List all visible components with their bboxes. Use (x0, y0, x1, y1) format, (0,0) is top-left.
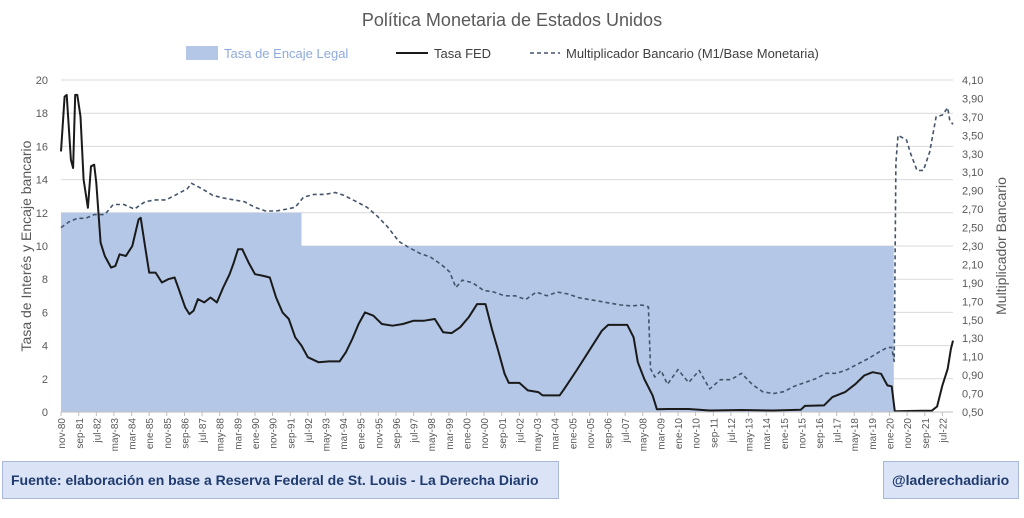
x-tick-label: jul-12 (727, 418, 738, 444)
y-right-tick-label: 2,30 (962, 241, 983, 253)
y-right-tick-label: 2,70 (962, 204, 983, 216)
y-right-tick-label: 1,50 (962, 315, 983, 327)
x-tick-label: jul-02 (515, 418, 526, 444)
x-tick-label: mar-04 (551, 418, 562, 450)
handle-text: @laderechadiario (892, 472, 1010, 488)
x-tick-label: nov-85 (163, 418, 174, 449)
x-tick-label: mar-84 (128, 418, 139, 450)
x-tick-label: may-13 (744, 418, 755, 452)
x-tick-label: jul-92 (304, 418, 315, 444)
y-left-tick-label: 8 (42, 274, 48, 286)
x-tick-label: sep-01 (498, 418, 509, 449)
x-tick-label: mar-99 (445, 418, 456, 450)
x-tick-label: ene-00 (462, 418, 473, 450)
x-tick-label: nov-80 (57, 418, 68, 449)
x-tick-label: nov-15 (797, 418, 808, 449)
y-right-tick-label: 4,10 (962, 75, 983, 87)
x-tick-label: jul-87 (198, 418, 209, 444)
x-tick-label: may-83 (110, 418, 121, 452)
x-tick-label: sep-86 (181, 418, 192, 449)
x-tick-label: mar-94 (339, 418, 350, 450)
y-right-tick-label: 3,90 (962, 93, 983, 105)
y-left-tick-label: 4 (42, 341, 48, 353)
x-tick-label: ene-20 (886, 418, 897, 450)
y-right-tick-label: 2,90 (962, 186, 983, 198)
x-tick-label: mar-19 (868, 418, 879, 450)
y-right-tick-label: 1,10 (962, 352, 983, 364)
y-left-tick-label: 10 (36, 241, 48, 253)
x-tick-label: nov-90 (269, 418, 280, 449)
y-left-tick-label: 0 (42, 407, 48, 419)
handle-note: @laderechadiario (883, 461, 1019, 499)
x-tick-label: jul-17 (833, 418, 844, 444)
x-tick-label: jul-97 (410, 418, 421, 444)
x-tick-label: sep-91 (286, 418, 297, 449)
x-tick-label: sep-16 (815, 418, 826, 449)
y-left-tick-label: 2 (42, 374, 48, 386)
y-right-tick-label: 2,50 (962, 223, 983, 235)
y-right-tick-label: 0,50 (962, 407, 983, 419)
y-right-tick-label: 0,70 (962, 389, 983, 401)
legend-label-fed: Tasa FED (434, 46, 491, 61)
x-tick-label: nov-00 (480, 418, 491, 449)
x-tick-label: nov-95 (374, 418, 385, 449)
x-tick-label: ene-90 (251, 418, 262, 450)
series-line-fed (60, 93, 954, 413)
y-right-tick-label: 2,10 (962, 259, 983, 271)
y-right-tick-label: 3,70 (962, 112, 983, 124)
y-left-axis-title: Tasa de Interés y Encaje bancario (18, 140, 34, 351)
y-right-tick-label: 0,90 (962, 370, 983, 382)
y-right-tick-label: 3,10 (962, 167, 983, 179)
y-left-tick-label: 16 (36, 141, 48, 153)
chart-title: Política Monetaria de Estados Unidos (362, 10, 662, 30)
x-tick-label: ene-05 (568, 418, 579, 450)
y-left-tick-label: 14 (36, 175, 48, 187)
y-left-tick-label: 20 (36, 75, 48, 87)
y-right-tick-label: 3,50 (962, 130, 983, 142)
x-tick-label: mar-09 (656, 418, 667, 450)
x-tick-label: jul-22 (938, 418, 949, 444)
series-area-encaje (61, 212, 953, 412)
x-tick-label: may-93 (321, 418, 332, 452)
x-tick-label: may-98 (427, 418, 438, 452)
x-tick-label: may-88 (216, 418, 227, 452)
legend-label-multiplicador: Multiplicador Bancario (M1/Base Monetari… (566, 46, 819, 61)
y-right-tick-label: 3,30 (962, 149, 983, 161)
source-note: Fuente: elaboración en base a Reserva Fe… (2, 461, 559, 499)
x-tick-label: mar-14 (762, 418, 773, 450)
legend-label-encaje: Tasa de Encaje Legal (224, 46, 348, 61)
x-tick-label: mar-89 (233, 418, 244, 450)
y-right-tick-label: 1,70 (962, 296, 983, 308)
y-left-tick-label: 18 (36, 108, 48, 120)
x-tick-label: sep-81 (75, 418, 86, 449)
source-text: Fuente: elaboración en base a Reserva Fe… (11, 472, 539, 488)
x-tick-label: may-18 (850, 418, 861, 452)
legend-swatch-encaje (186, 46, 218, 60)
x-tick-label: sep-96 (392, 418, 403, 449)
x-tick-label: nov-05 (586, 418, 597, 449)
x-tick-label: may-03 (533, 418, 544, 452)
x-tick-label: sep-21 (921, 418, 932, 449)
x-tick-label: ene-10 (674, 418, 685, 450)
x-tick-label: nov-20 (903, 418, 914, 449)
x-tick-label: may-08 (639, 418, 650, 452)
x-tick-label: ene-85 (145, 418, 156, 450)
x-tick-label: nov-10 (692, 418, 703, 449)
x-tick-label: sep-06 (604, 418, 615, 449)
y-left-tick-label: 6 (42, 307, 48, 319)
y-right-tick-label: 1,30 (962, 333, 983, 345)
x-tick-label: jul-07 (621, 418, 632, 444)
series-line-multiplicador (60, 106, 954, 395)
y-right-axis-title: Multiplicador Bancario (993, 177, 1009, 315)
x-tick-label: sep-11 (709, 418, 720, 448)
y-right-tick-label: 1,90 (962, 278, 983, 290)
x-tick-label: jul-82 (92, 418, 103, 444)
x-tick-label: ene-95 (357, 418, 368, 450)
x-tick-label: ene-15 (780, 418, 791, 450)
y-left-tick-label: 12 (36, 208, 48, 220)
